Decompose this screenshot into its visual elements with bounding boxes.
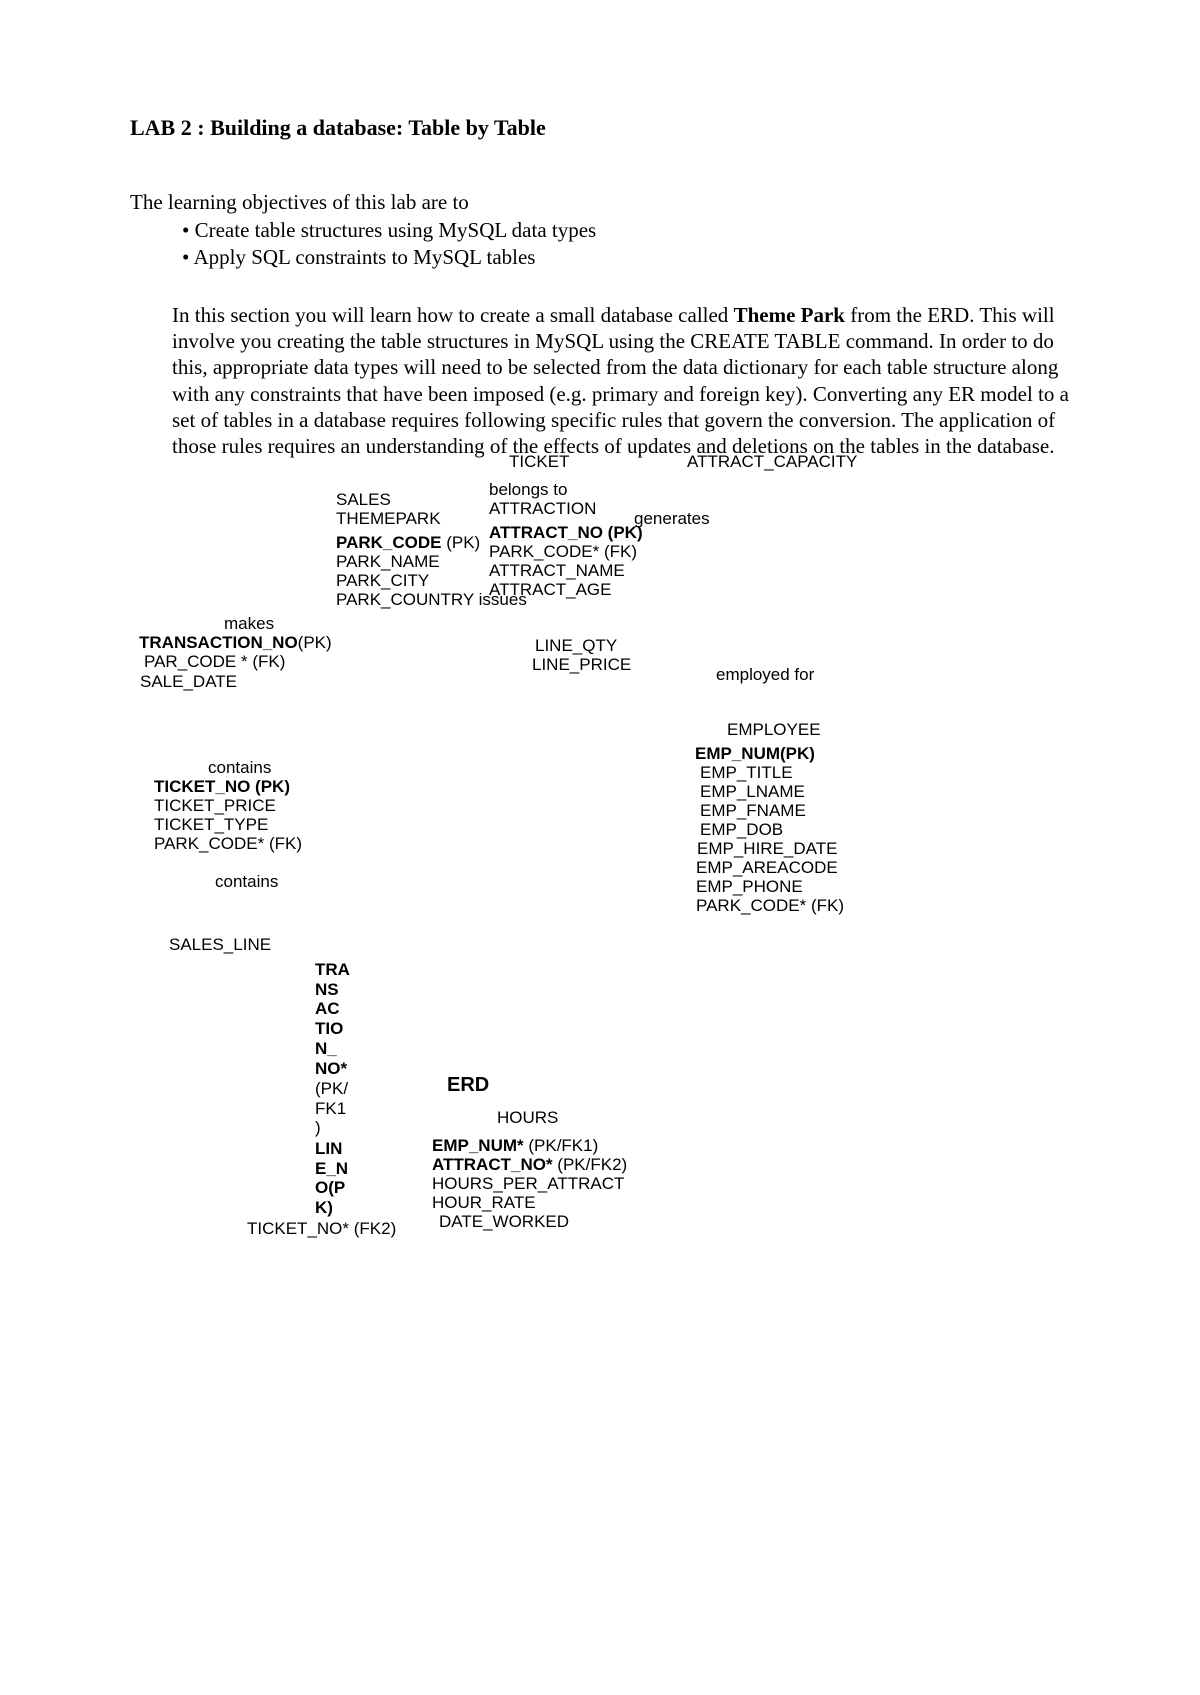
emp-lname: EMP_LNAME [700,782,805,802]
attract-name: ATTRACT_NAME [489,561,625,581]
emp-title: EMP_TITLE [700,763,793,783]
transaction-no-pk: TRANSACTION_NO(PK) [139,633,332,653]
park-code-fk: PARK_CODE* (FK) [489,542,637,562]
hour-rate: HOUR_RATE [432,1193,536,1213]
ticket-type: TICKET_TYPE [154,815,268,835]
hours-per-attract: HOURS_PER_ATTRACT [432,1174,624,1194]
sales-label: SALES [336,490,391,510]
attract-capacity-label: ATTRACT_CAPACITY [687,452,857,472]
park-code-pk: PARK_CODE (PK) [336,533,480,553]
makes-label: makes [224,614,274,634]
hours-label: HOURS [497,1108,558,1128]
emp-num-pkfk1: EMP_NUM* (PK/FK1) [432,1136,598,1156]
emp-num-pk: EMP_NUM(PK) [695,744,815,764]
emp-hire-date: EMP_HIRE_DATE [697,839,837,859]
sales-line-label: SALES_LINE [169,935,271,955]
stacked-line-no: LIN E_N O(P K) [315,1139,348,1218]
employee-label: EMPLOYEE [727,720,821,740]
sale-date: SALE_DATE [140,672,237,692]
ticket-no-pk: TICKET_NO (PK) [154,777,290,797]
generates-label: generates [634,509,710,529]
line-qty: LINE_QTY [535,636,617,656]
attract-no-pkfk2: ATTRACT_NO* (PK/FK2) [432,1155,627,1175]
contains-2: contains [215,872,278,892]
belongs-to-label: belongs to [489,480,567,500]
emp-dob: EMP_DOB [700,820,783,840]
attract-age: ATTRACT_AGE [489,580,611,600]
emp-phone: EMP_PHONE [696,877,803,897]
ticket-label: TICKET [509,452,569,472]
emp-fname: EMP_FNAME [700,801,806,821]
attract-no-pk: ATTRACT_NO (PK) [489,523,643,543]
ticket-price: TICKET_PRICE [154,796,276,816]
stacked-pkfk1: (PK/ FK1 ) [315,1079,348,1138]
erd-heading: ERD [447,1074,489,1097]
emp-park-code-fk: PARK_CODE* (FK) [696,896,844,916]
attraction-label: ATTRACTION [489,499,596,519]
employed-for-label: employed for [716,665,814,685]
ticket-park-code-fk: PARK_CODE* (FK) [154,834,302,854]
date-worked: DATE_WORKED [439,1212,569,1232]
themepark-label: THEMEPARK [336,509,441,529]
park-city: PARK_CITY [336,571,429,591]
stacked-transaction-no: TRA NS AC TIO N_ NO* [315,960,350,1078]
par-code-fk: PAR_CODE * (FK) [144,652,285,672]
contains-1: contains [208,758,271,778]
erd-diagram: TICKET ATTRACT_CAPACITY belongs to ATTRA… [0,0,1200,1695]
emp-areacode: EMP_AREACODE [696,858,838,878]
line-price: LINE_PRICE [532,655,631,675]
park-name: PARK_NAME [336,552,440,572]
ticket-no-fk2: TICKET_NO* (FK2) [247,1219,396,1239]
